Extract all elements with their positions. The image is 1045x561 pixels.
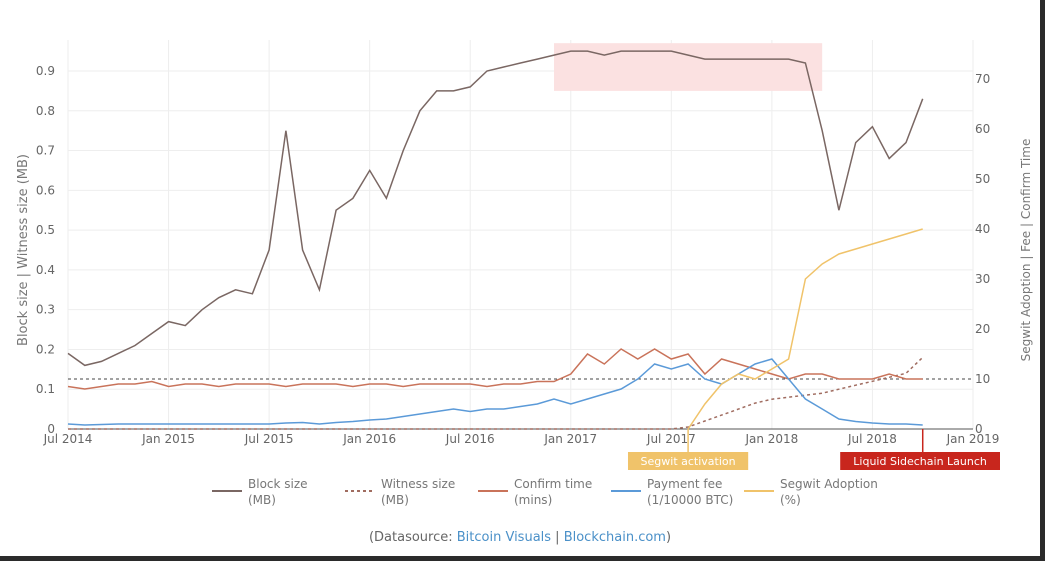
y-tick-left: 0.8 [36,104,55,118]
source-prefix: (Datasource: [368,530,457,545]
legend-unit: (%) [780,493,801,507]
series-line-4 [687,228,923,430]
y-tick-right: 0 [975,422,983,436]
x-tick: Jul 2014 [43,432,93,446]
x-tick: Jul 2016 [445,432,495,446]
bitcoin-visuals-link[interactable]: Bitcoin Visuals [456,530,552,545]
x-tick: Jan 2015 [141,432,195,446]
legend-label: Confirm time [514,477,592,491]
y-tick-left: 0.6 [36,183,55,197]
y-tick-right: 20 [975,322,990,336]
legend-label: Payment fee [647,477,722,491]
legend-label: Segwit Adoption [780,477,878,491]
x-tick: Jul 2015 [244,432,294,446]
x-tick: Jan 2018 [744,432,798,446]
series-line-1 [68,356,924,430]
annotation-label: Segwit activation [641,455,736,468]
x-tick: Jan 2017 [543,432,597,446]
y-tick-left: 0.1 [36,382,55,396]
legend-label: Witness size [381,477,455,491]
y-tick-right: 70 [975,72,990,86]
chart-svg: 0 0.1 0.2 0.3 0.4 0.5 0.6 0.7 0.8 0.9 0 10 20 30 40 50 6… [16,40,1033,507]
y-axis-right-label: Segwit Adoption | Fee | Confirm Time [1019,139,1033,362]
legend-unit: (MB) [381,493,409,507]
y-tick-left: 0.9 [36,64,55,78]
x-tick: Jan 2019 [946,432,1000,446]
series-line-0 [67,50,924,367]
y-tick-right: 10 [975,372,990,386]
y-tick-right: 50 [975,172,990,186]
y-tick-left: 0.3 [36,303,55,317]
x-tick: Jan 2016 [342,432,396,446]
y-tick-left: 0.7 [36,144,55,158]
y-tick-right: 30 [975,272,990,286]
x-tick: Jul 2018 [847,432,897,446]
y-tick-left: 0.2 [36,342,55,356]
y-tick-left: 0.4 [36,263,55,277]
y-tick-right: 40 [975,222,990,236]
y-tick-right: 60 [975,122,990,136]
y-tick-left: 0 [47,422,55,436]
legend-unit: (MB) [248,493,276,507]
legend-label: Block size [248,477,308,491]
annotation-label: Liquid Sidechain Launch [853,455,987,468]
annotation-box [840,452,1000,470]
x-tick: Jul 2017 [646,432,696,446]
y-tick-left: 0.5 [36,223,55,237]
source-suffix: ) [665,530,672,545]
legend-unit: (1/10000 BTC) [647,493,733,507]
y-axis-left-label: Block size | Witness size (MB) [16,154,31,346]
blockchain-link[interactable]: Blockchain.com [563,530,666,545]
series-line-2 [67,348,923,390]
datasource-note: (Datasource: Bitcoin Visuals | Blockchai… [0,530,1040,545]
source-separator: | [551,530,564,545]
annotation-box [627,452,749,470]
series-line-3 [67,358,923,426]
highlight-region [554,43,823,91]
legend-unit: (mins) [514,493,552,507]
